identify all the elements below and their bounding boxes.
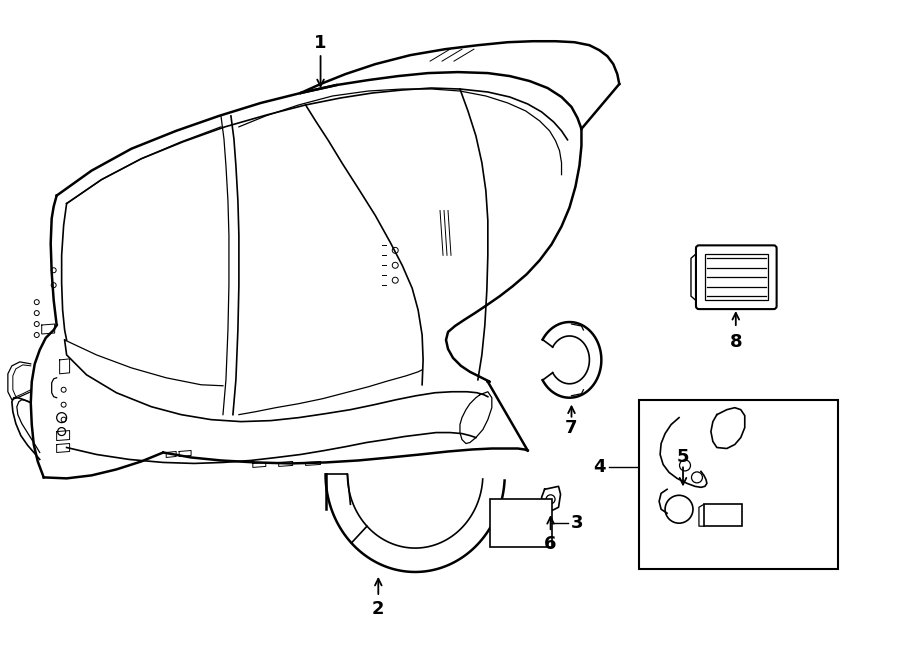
Bar [490,499,552,547]
Text: 2: 2 [372,600,384,618]
Text: 5: 5 [677,448,689,467]
Text: 4: 4 [593,459,606,477]
Bar [704,504,742,526]
FancyBboxPatch shape [696,245,777,309]
Text: 1: 1 [314,34,327,52]
Text: 7: 7 [565,418,578,436]
Text: 8: 8 [730,333,742,351]
Bar [705,254,768,300]
Text: 3: 3 [572,514,584,532]
Bar [639,400,839,569]
Text: 6: 6 [544,535,557,553]
